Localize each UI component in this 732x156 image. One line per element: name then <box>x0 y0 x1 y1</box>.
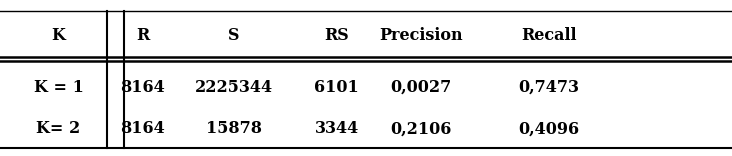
Text: 8164: 8164 <box>120 120 165 137</box>
Text: 0,0027: 0,0027 <box>390 79 452 96</box>
Text: 6101: 6101 <box>314 79 359 96</box>
Text: 15878: 15878 <box>206 120 262 137</box>
Text: 0,7473: 0,7473 <box>518 79 580 96</box>
Text: 3344: 3344 <box>315 120 359 137</box>
Text: K: K <box>52 27 65 44</box>
Text: Recall: Recall <box>521 27 577 44</box>
Text: K= 2: K= 2 <box>37 120 81 137</box>
Text: 0,4096: 0,4096 <box>518 120 580 137</box>
Text: 2225344: 2225344 <box>195 79 273 96</box>
Text: RS: RS <box>324 27 349 44</box>
Text: S: S <box>228 27 240 44</box>
Text: K = 1: K = 1 <box>34 79 83 96</box>
Text: Precision: Precision <box>379 27 463 44</box>
Text: 0,2106: 0,2106 <box>390 120 452 137</box>
Text: R: R <box>136 27 149 44</box>
Text: 8164: 8164 <box>120 79 165 96</box>
